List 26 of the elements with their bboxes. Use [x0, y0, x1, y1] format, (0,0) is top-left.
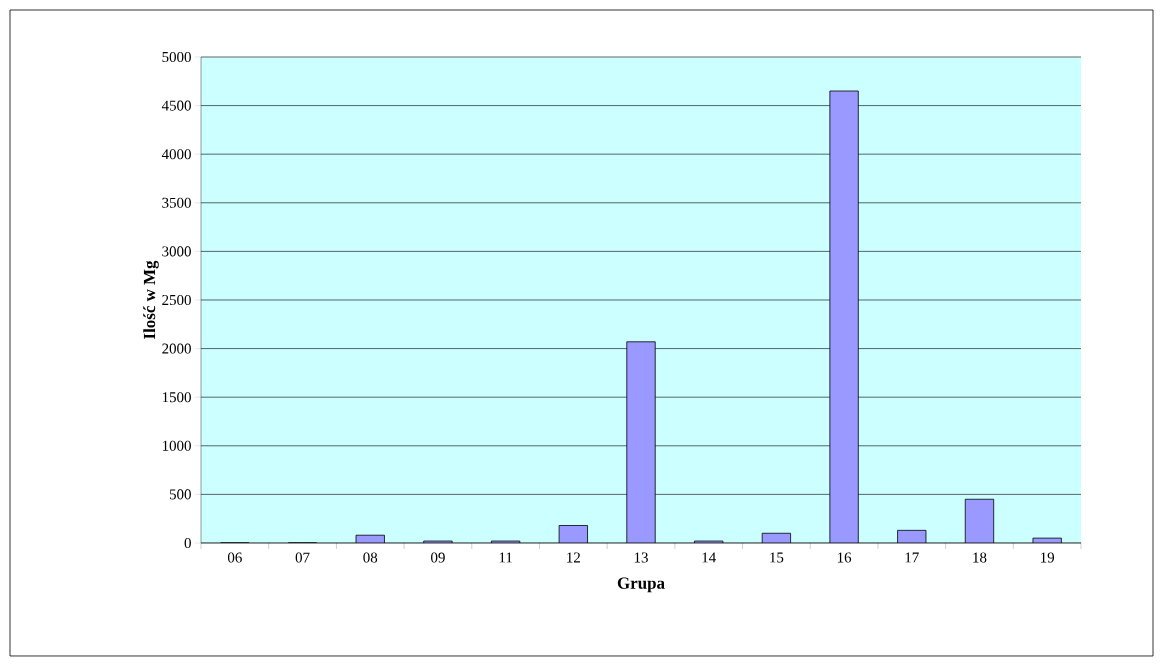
- x-tick-label: 09: [431, 552, 445, 563]
- y-tick-label: 5000: [162, 51, 191, 63]
- y-tick-label: 1500: [162, 392, 191, 403]
- y-tick-label: 500: [169, 489, 191, 500]
- x-tick-label: 14: [702, 552, 716, 563]
- x-tick-label: 11: [499, 552, 512, 563]
- x-axis-title: Grupa: [617, 577, 665, 593]
- x-tick-label: 17: [905, 552, 919, 563]
- y-tick-label: 1000: [162, 440, 191, 451]
- x-tick-label: 12: [567, 552, 580, 563]
- x-tick-label: 16: [837, 552, 852, 563]
- x-tick-label: 08: [363, 552, 378, 563]
- x-tick-label: 13: [634, 552, 648, 563]
- y-tick-label: 4500: [161, 100, 191, 111]
- y-tick-label: 2500: [162, 294, 191, 306]
- x-tick-label: 06: [227, 552, 242, 563]
- x-tick-label: 19: [1041, 552, 1055, 563]
- y-tick-label: 4000: [161, 149, 191, 160]
- y-tick-label: 0: [184, 537, 191, 549]
- x-tick-label: 07: [295, 552, 310, 563]
- y-tick-label: 3500: [162, 197, 191, 208]
- x-tick-label: 18: [973, 552, 987, 563]
- y-axis-title: Ilość w Mg: [143, 260, 159, 339]
- y-tick-label: 2000: [162, 343, 191, 354]
- y-tick-label: 3000: [162, 246, 191, 257]
- x-tick-label: 15: [770, 552, 784, 563]
